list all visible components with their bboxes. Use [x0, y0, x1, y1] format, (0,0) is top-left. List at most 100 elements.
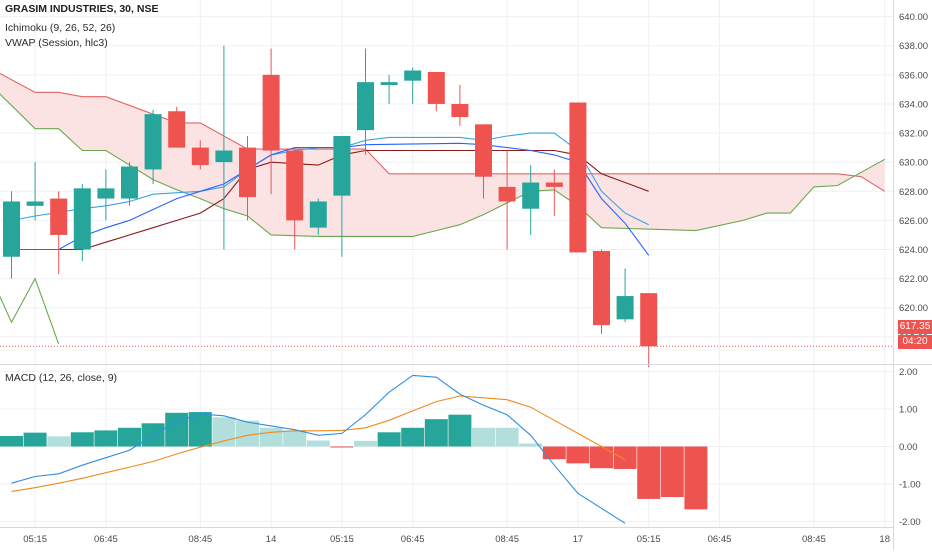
last-price-label: 617.35	[898, 320, 932, 334]
macd-histogram-bar	[354, 440, 377, 447]
candle-body	[144, 114, 162, 170]
macd-histogram-bar	[472, 427, 495, 447]
macd-histogram-bar	[684, 446, 708, 510]
candle	[286, 147, 304, 250]
candles	[3, 45, 658, 368]
macd-tick-label: -2.00	[899, 517, 921, 528]
candle-body	[50, 198, 68, 235]
macd-histogram-bar	[47, 436, 71, 447]
candle	[309, 198, 327, 235]
candle-body	[616, 296, 634, 320]
price-tick-label: 622.00	[899, 274, 928, 285]
candle	[404, 67, 422, 104]
candle	[569, 102, 587, 253]
time-tick-label: 06:45	[401, 534, 425, 545]
candle	[3, 191, 20, 279]
price-tick-label: 628.00	[899, 187, 928, 198]
candle	[26, 162, 44, 221]
candle	[545, 169, 563, 217]
candle	[239, 135, 256, 221]
candle	[144, 109, 162, 184]
time-tick-label: 05:15	[330, 534, 354, 545]
ichimoku-span-b	[0, 72, 885, 192]
time-tick-label: 05:15	[23, 534, 47, 545]
candle-body	[168, 111, 186, 148]
macd-histogram-bar	[424, 419, 448, 447]
candle-body	[569, 102, 587, 253]
time-tick-label: 05:15	[637, 534, 661, 545]
macd-tick-label: 2.00	[899, 367, 918, 378]
candle	[357, 48, 374, 155]
macd-histogram-bar	[377, 432, 401, 447]
macd-legend[interactable]: MACD (12, 26, close, 9)	[5, 372, 118, 384]
candle	[333, 135, 351, 257]
macd-histogram-bar	[613, 446, 637, 469]
macd-tick-label: 0.00	[899, 442, 918, 453]
candle-body	[475, 124, 492, 177]
candle-body	[26, 201, 44, 206]
candle	[73, 184, 91, 262]
price-tick-label: 640.00	[899, 12, 928, 23]
candle-body	[286, 150, 304, 221]
candle	[451, 85, 469, 126]
ichimoku-legend[interactable]: Ichimoku (9, 26, 52, 26)	[5, 22, 116, 34]
cloud-fill	[0, 73, 885, 237]
time-tick-label: 06:45	[94, 534, 118, 545]
macd-histogram-bar	[542, 446, 566, 460]
time-tick-label: 14	[266, 534, 277, 545]
countdown-label: 04:20	[898, 335, 932, 349]
time-tick-label: 18	[879, 534, 890, 545]
chart-title[interactable]: GRASIM INDUSTRIES, 30, NSE	[5, 3, 159, 15]
candle	[262, 48, 280, 195]
candle	[50, 191, 68, 275]
macd-histogram-bar	[212, 417, 236, 447]
time-tick-label: 17	[573, 534, 584, 545]
macd-histogram-bar	[118, 427, 141, 447]
macd-tick-label: -1.00	[899, 479, 921, 490]
time-tick-label: 06:45	[708, 534, 732, 545]
macd-histogram-bar	[660, 446, 684, 498]
macd-histogram-bar	[23, 432, 47, 447]
macd-histogram-bar	[259, 427, 283, 447]
macd-pane	[0, 364, 932, 524]
candle-body	[121, 166, 138, 199]
macd-histogram-bar	[188, 412, 212, 447]
vwap-legend[interactable]: VWAP (Session, hlc3)	[5, 37, 108, 49]
macd-histogram-bar	[590, 446, 613, 469]
candle-body	[640, 293, 658, 347]
candle-body	[97, 188, 115, 199]
candle	[475, 124, 492, 199]
macd-histogram-bar	[519, 443, 543, 447]
price-tick-label: 638.00	[899, 41, 928, 52]
candle-body	[545, 182, 563, 187]
macd-histogram-bar	[0, 436, 23, 447]
candle-body	[3, 201, 20, 257]
macd-line	[11, 374, 626, 524]
candle-body	[215, 150, 233, 163]
candle-body	[427, 71, 445, 104]
price-tick-label: 626.00	[899, 216, 928, 227]
candle	[616, 268, 634, 323]
candle-body	[73, 188, 91, 250]
candle-body	[262, 74, 280, 151]
time-tick-label: 08:45	[188, 534, 212, 545]
candle-body	[593, 250, 610, 326]
candle	[522, 165, 540, 235]
candle	[380, 74, 398, 104]
macd-histogram-bar	[70, 432, 94, 447]
price-tick-label: 630.00	[899, 158, 928, 169]
candle	[427, 71, 445, 112]
macd-signal-line	[11, 395, 626, 492]
price-tick-label: 632.00	[899, 129, 928, 140]
candle	[121, 162, 138, 206]
candle-body	[498, 186, 516, 202]
macd-histogram-bar	[401, 427, 425, 447]
time-tick-label: 08:45	[802, 534, 826, 545]
candle-body	[380, 82, 398, 86]
ichimoku-kijun	[11, 149, 649, 251]
macd-histogram-bar	[236, 420, 259, 447]
price-tick-label: 636.00	[899, 70, 928, 81]
